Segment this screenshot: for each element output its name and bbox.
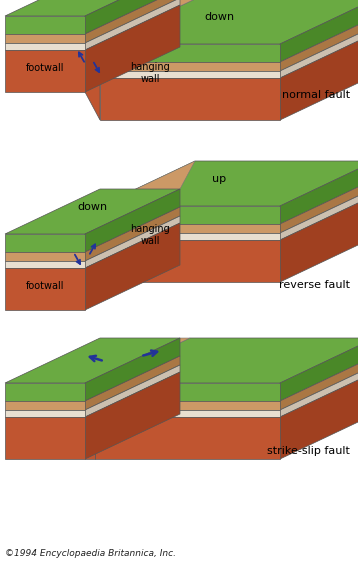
Polygon shape	[5, 234, 85, 252]
Polygon shape	[85, 410, 95, 417]
Polygon shape	[100, 71, 280, 78]
Polygon shape	[5, 268, 85, 310]
Polygon shape	[280, 372, 358, 459]
Polygon shape	[5, 261, 85, 268]
Polygon shape	[280, 179, 358, 233]
Polygon shape	[85, 417, 95, 459]
Polygon shape	[5, 43, 85, 50]
Polygon shape	[95, 338, 358, 383]
Polygon shape	[95, 383, 280, 401]
Polygon shape	[280, 365, 358, 417]
Polygon shape	[100, 78, 280, 120]
Polygon shape	[85, 223, 180, 310]
Text: up: up	[212, 174, 227, 184]
Polygon shape	[85, 50, 100, 120]
Polygon shape	[5, 383, 85, 401]
Polygon shape	[100, 0, 358, 44]
Text: hanging
wall: hanging wall	[131, 62, 170, 84]
Polygon shape	[85, 34, 100, 71]
Text: strike-slip fault: strike-slip fault	[267, 446, 350, 457]
Polygon shape	[85, 161, 195, 234]
Polygon shape	[100, 224, 280, 233]
Polygon shape	[85, 43, 100, 78]
Polygon shape	[100, 62, 280, 71]
Polygon shape	[100, 161, 358, 206]
Polygon shape	[5, 252, 85, 261]
Polygon shape	[280, 0, 358, 62]
Polygon shape	[5, 189, 180, 234]
Polygon shape	[85, 383, 95, 401]
Polygon shape	[85, 16, 100, 62]
Polygon shape	[280, 161, 358, 224]
Polygon shape	[100, 233, 280, 240]
Polygon shape	[280, 188, 358, 240]
Polygon shape	[85, 0, 180, 34]
Polygon shape	[85, 224, 100, 261]
Polygon shape	[280, 33, 358, 120]
Polygon shape	[5, 338, 180, 383]
Polygon shape	[100, 206, 280, 224]
Polygon shape	[95, 417, 280, 459]
Polygon shape	[85, 356, 180, 410]
Text: footwall: footwall	[26, 281, 64, 290]
Polygon shape	[100, 240, 280, 282]
Polygon shape	[5, 410, 85, 417]
Polygon shape	[85, 5, 180, 92]
Polygon shape	[280, 26, 358, 78]
Text: footwall: footwall	[26, 63, 64, 73]
Polygon shape	[100, 44, 280, 62]
Polygon shape	[85, 207, 180, 261]
Polygon shape	[5, 16, 85, 34]
Polygon shape	[95, 401, 280, 410]
Polygon shape	[85, 206, 100, 252]
Polygon shape	[85, 240, 100, 310]
Text: reverse fault: reverse fault	[279, 280, 350, 290]
Text: normal fault: normal fault	[282, 90, 350, 99]
Polygon shape	[85, 372, 180, 459]
Polygon shape	[85, 401, 95, 410]
Polygon shape	[5, 401, 85, 410]
Polygon shape	[95, 410, 280, 417]
Polygon shape	[280, 17, 358, 71]
Polygon shape	[5, 50, 85, 92]
Text: ©1994 Encyclopaedia Britannica, Inc.: ©1994 Encyclopaedia Britannica, Inc.	[5, 549, 176, 558]
Polygon shape	[280, 195, 358, 282]
Polygon shape	[280, 356, 358, 410]
Polygon shape	[85, 0, 195, 44]
Polygon shape	[85, 365, 180, 417]
Text: down: down	[204, 12, 234, 22]
Polygon shape	[85, 216, 180, 268]
Polygon shape	[280, 338, 358, 401]
Text: down: down	[77, 202, 107, 212]
Polygon shape	[85, 0, 180, 43]
Polygon shape	[85, 233, 100, 268]
Polygon shape	[5, 0, 180, 16]
Polygon shape	[85, 0, 180, 50]
Text: hanging
wall: hanging wall	[131, 224, 170, 246]
Polygon shape	[85, 189, 180, 252]
Polygon shape	[5, 34, 85, 43]
Polygon shape	[85, 338, 190, 383]
Polygon shape	[85, 338, 180, 401]
Polygon shape	[5, 417, 85, 459]
